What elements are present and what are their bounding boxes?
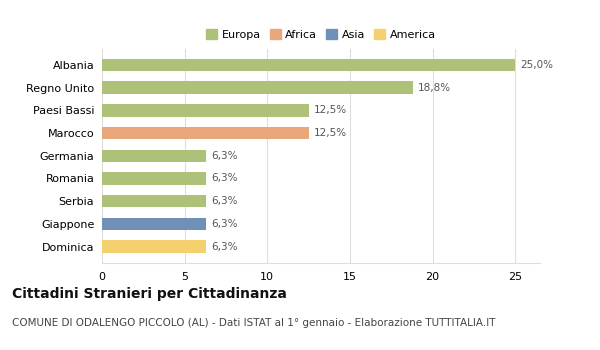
Bar bbox=[102, 82, 413, 94]
Bar bbox=[102, 127, 308, 139]
Bar bbox=[102, 59, 515, 71]
Bar bbox=[102, 195, 206, 208]
Text: 12,5%: 12,5% bbox=[314, 128, 347, 138]
Text: 6,3%: 6,3% bbox=[211, 219, 238, 229]
Text: 18,8%: 18,8% bbox=[418, 83, 451, 93]
Bar bbox=[102, 104, 308, 117]
Text: 25,0%: 25,0% bbox=[520, 60, 553, 70]
Bar bbox=[102, 218, 206, 230]
Text: 6,3%: 6,3% bbox=[211, 174, 238, 183]
Text: Cittadini Stranieri per Cittadinanza: Cittadini Stranieri per Cittadinanza bbox=[12, 287, 287, 301]
Text: 6,3%: 6,3% bbox=[211, 241, 238, 252]
Text: 6,3%: 6,3% bbox=[211, 151, 238, 161]
Legend: Europa, Africa, Asia, America: Europa, Africa, Asia, America bbox=[202, 25, 440, 44]
Text: 12,5%: 12,5% bbox=[314, 105, 347, 116]
Text: 6,3%: 6,3% bbox=[211, 196, 238, 206]
Text: COMUNE DI ODALENGO PICCOLO (AL) - Dati ISTAT al 1° gennaio - Elaborazione TUTTIT: COMUNE DI ODALENGO PICCOLO (AL) - Dati I… bbox=[12, 318, 496, 329]
Bar bbox=[102, 240, 206, 253]
Bar bbox=[102, 149, 206, 162]
Bar bbox=[102, 172, 206, 185]
